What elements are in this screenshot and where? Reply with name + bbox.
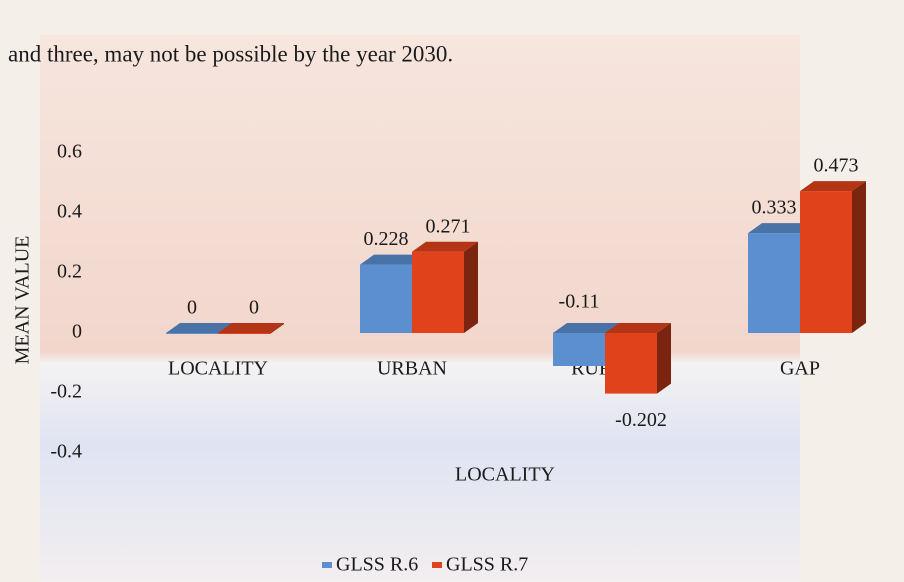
- value-label: 0.333: [752, 197, 797, 219]
- x-tick-label: LOCALITY: [168, 358, 268, 380]
- value-label: -0.202: [615, 409, 667, 431]
- legend-label: GLSS R.7: [446, 554, 528, 576]
- bar: [605, 333, 657, 394]
- y-tick-label: 0: [72, 321, 82, 343]
- x-tick-label: URBAN: [377, 358, 447, 380]
- y-tick-label: 0.4: [57, 201, 82, 223]
- bar-side: [464, 242, 478, 333]
- page: {"document_text": "and three, may not be…: [0, 0, 904, 582]
- legend-label: GLSS R.6: [336, 554, 418, 576]
- value-label: 0.473: [814, 155, 859, 177]
- bar: [166, 333, 218, 334]
- value-label: 0.271: [426, 215, 471, 237]
- bar: [748, 233, 800, 333]
- value-label: -0.11: [559, 291, 600, 313]
- legend-swatch: [322, 562, 332, 568]
- bar: [412, 252, 464, 333]
- y-tick-label: 0.6: [57, 141, 82, 163]
- value-label: 0.228: [364, 228, 409, 250]
- x-tick-label: GAP: [780, 358, 820, 380]
- document-text: and three, may not be possible by the ye…: [8, 41, 453, 66]
- bar: [360, 265, 412, 333]
- y-axis-label: MEAN VALUE: [12, 236, 34, 365]
- bar-side: [852, 181, 866, 333]
- bar-side: [657, 323, 671, 394]
- value-label: 0: [187, 297, 197, 319]
- bar: [800, 191, 852, 333]
- y-tick-label: -0.2: [50, 381, 82, 403]
- value-label: 0: [249, 297, 259, 319]
- y-tick-label: -0.4: [50, 441, 82, 463]
- bar: [218, 333, 270, 334]
- bar: [553, 333, 605, 366]
- y-tick-label: 0.2: [57, 261, 82, 283]
- legend-swatch: [432, 562, 442, 568]
- x-axis-label: LOCALITY: [455, 464, 555, 486]
- chart: and three, may not be possible by the ye…: [0, 0, 904, 582]
